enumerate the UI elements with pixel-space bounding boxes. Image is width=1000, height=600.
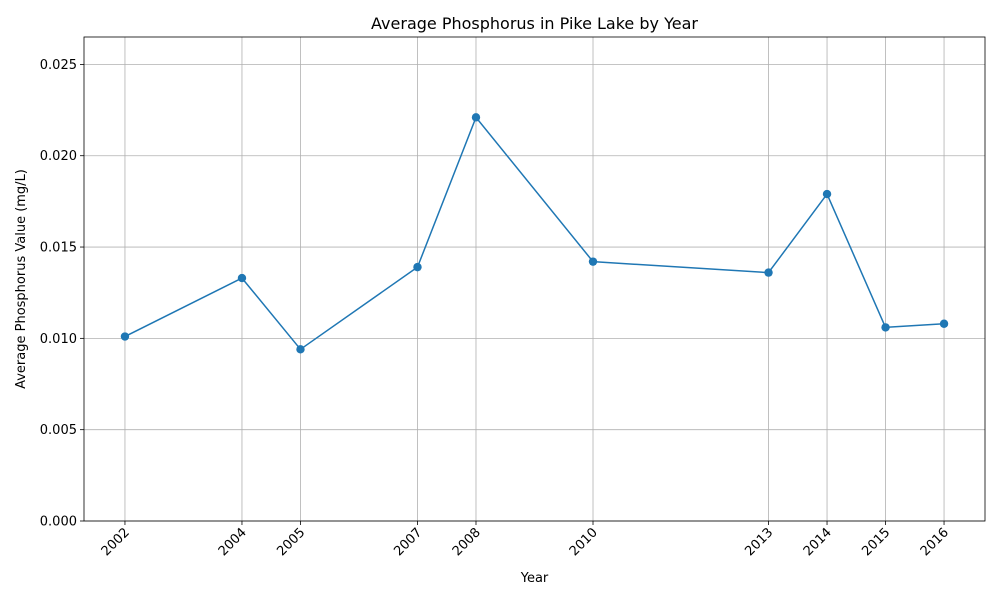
- chart-title: Average Phosphorus in Pike Lake by Year: [371, 14, 698, 33]
- data-point: [764, 268, 773, 277]
- y-axis-label: Average Phosphorus Value (mg/L): [14, 169, 29, 389]
- data-point: [237, 273, 247, 283]
- y-tick-label: 0.020: [40, 149, 77, 164]
- data-point: [471, 113, 481, 122]
- data-point: [939, 319, 949, 328]
- data-point: [822, 189, 832, 199]
- data-point: [296, 345, 305, 354]
- y-tick-label: 0.025: [40, 58, 77, 73]
- data-point: [881, 323, 890, 332]
- data-point: [588, 257, 598, 266]
- y-tick-label: 0.015: [40, 241, 77, 256]
- y-tick-label: 0.005: [40, 423, 77, 438]
- y-tick-label: 0.000: [40, 515, 77, 530]
- series-line: [124, 116, 945, 351]
- x-axis-label: Year: [520, 571, 549, 586]
- data-point: [120, 332, 130, 341]
- y-tick-label: 0.010: [40, 332, 77, 347]
- plot-area: [83, 36, 986, 522]
- data-point: [413, 262, 422, 272]
- data-series: [120, 113, 949, 354]
